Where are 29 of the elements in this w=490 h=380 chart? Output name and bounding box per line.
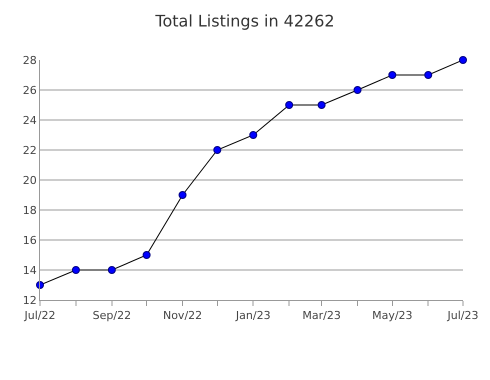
point: [354, 86, 362, 94]
x-tick-label: May/23: [372, 309, 413, 322]
point: [249, 131, 258, 139]
x-tick-label: Jan/23: [234, 309, 271, 322]
x-tick-label: Jul/23: [446, 309, 478, 322]
y-tick-label: 20: [22, 174, 37, 187]
point: [108, 266, 116, 274]
y-tick-label: 12: [22, 294, 37, 307]
y-tick-label: 28: [22, 54, 37, 67]
point: [178, 191, 187, 199]
x-tick-label: Nov/22: [162, 309, 202, 322]
point: [285, 101, 294, 109]
x-tick-label: Mar/23: [302, 309, 341, 322]
point: [72, 266, 80, 274]
chart-title: Total Listings in 42262: [154, 11, 335, 30]
y-tick-label: 26: [22, 84, 37, 97]
point: [142, 251, 151, 259]
point: [213, 146, 222, 154]
y-tick-label: 16: [22, 234, 37, 247]
point: [388, 71, 396, 79]
y-tick-label: 14: [22, 264, 37, 277]
x-tick-label: Sep/22: [92, 309, 132, 322]
y-tick-label: 18: [22, 204, 37, 217]
y-tick-label: 24: [22, 114, 37, 127]
point: [459, 56, 467, 64]
point: [424, 71, 432, 79]
y-tick-label: 22: [22, 144, 37, 157]
x-tick-label: Jul/22: [24, 309, 56, 322]
point: [318, 101, 326, 109]
